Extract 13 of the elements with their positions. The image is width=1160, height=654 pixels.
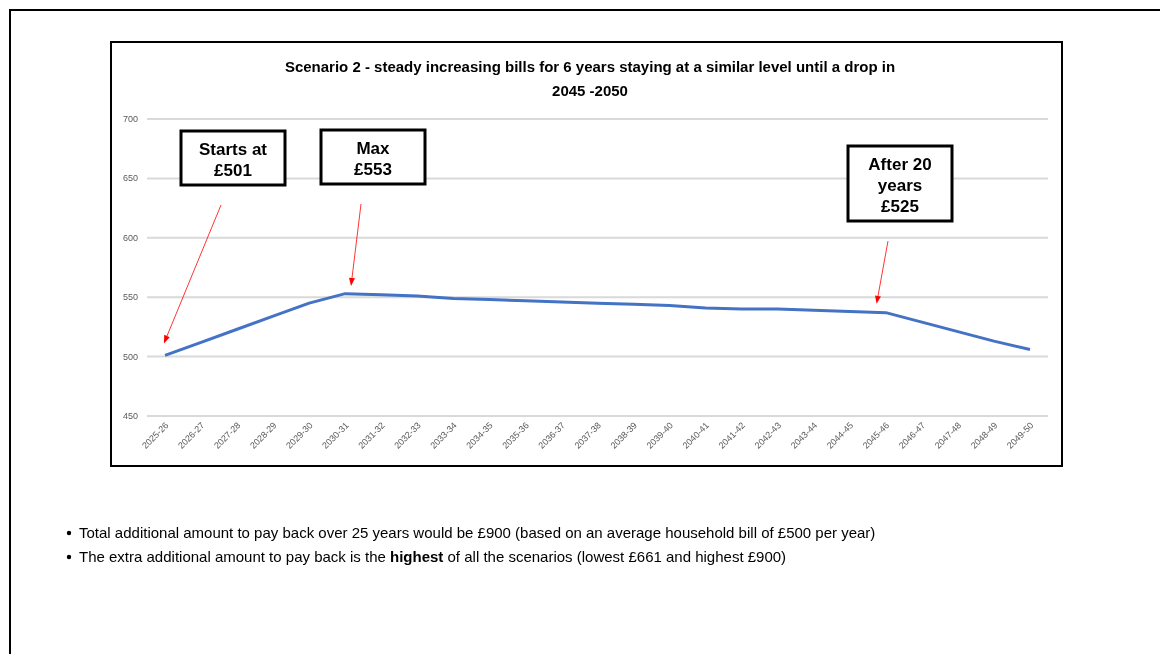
y-tick-label: 700	[122, 114, 138, 124]
annotation: Starts at £501	[198, 140, 268, 180]
y-tick-label: 550	[122, 292, 138, 303]
y-tick-label: 450	[122, 411, 138, 421]
text: Total additional amount to pay back over 25 years would be £900 (based on an average household bill of £500 per year)	[79, 524, 876, 541]
annotation: Max £553	[354, 139, 392, 179]
text: The extra additional amount to pay back is the highest of all the scenarios (lowest £661 and highest £900)	[79, 548, 787, 565]
annotation: After 20 years £525	[868, 155, 932, 216]
y-tick-label: 650	[122, 173, 138, 184]
y-tick-label: 600	[122, 232, 138, 243]
y-tick-label: 500	[122, 351, 138, 362]
chart-title: Scenario 2 - steady increasing bills for 6 years staying at a similar level until a drop in 2045 -2050	[284, 58, 896, 99]
line-series	[163, 292, 1032, 357]
